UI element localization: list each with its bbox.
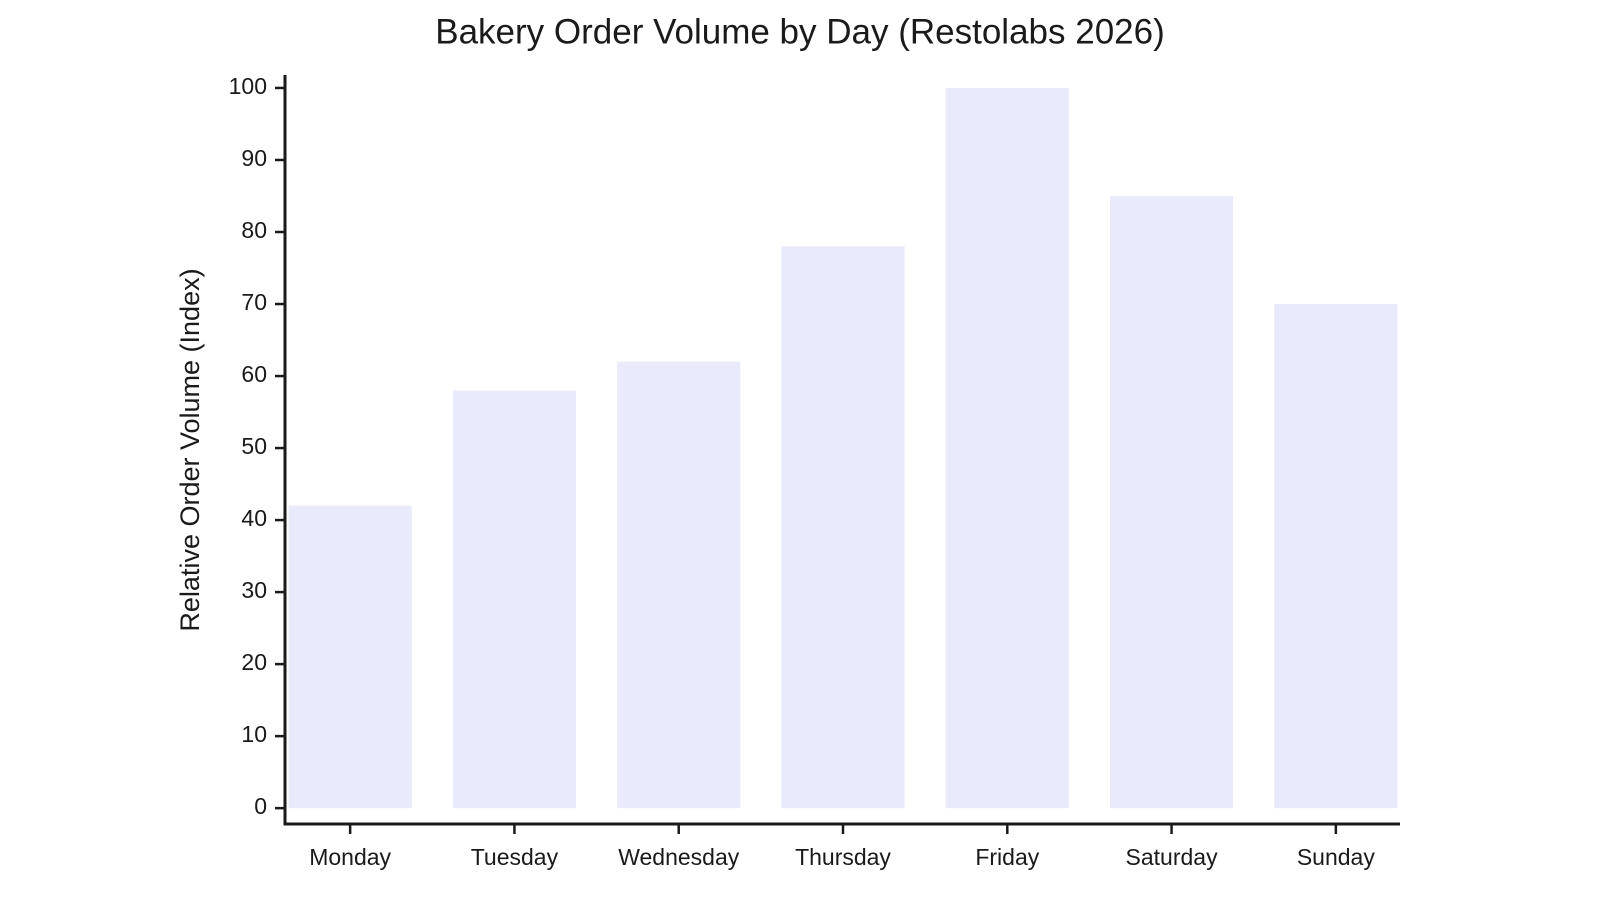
y-tick-label: 0 [254, 793, 267, 819]
chart-title: Bakery Order Volume by Day (Restolabs 20… [435, 12, 1165, 51]
y-axis-label: Relative Order Volume (Index) [175, 268, 205, 631]
y-tick-label: 80 [241, 217, 267, 243]
bar [452, 390, 577, 809]
y-tick-label: 90 [241, 145, 267, 171]
bar [1274, 304, 1398, 809]
x-tick-label: Saturday [1126, 844, 1219, 870]
bar [288, 505, 412, 809]
x-tick-label: Monday [309, 844, 391, 870]
x-tick-label: Friday [975, 844, 1039, 870]
bar [617, 361, 741, 809]
y-tick-label: 20 [241, 649, 267, 675]
y-tick-label: 40 [241, 505, 267, 531]
y-tick-label: 50 [241, 433, 267, 459]
y-tick-label: 10 [241, 721, 267, 747]
y-tick-label: 100 [229, 73, 267, 99]
x-tick-label: Thursday [795, 844, 891, 870]
bar [781, 246, 905, 809]
bar [945, 87, 1069, 809]
x-tick-label: Wednesday [618, 844, 740, 870]
bar [1109, 195, 1234, 809]
y-tick-label: 30 [241, 577, 267, 603]
y-tick-label: 70 [241, 289, 267, 315]
x-tick-label: Tuesday [471, 844, 559, 870]
y-tick-label: 60 [241, 361, 267, 387]
x-tick-label: Sunday [1297, 844, 1376, 870]
